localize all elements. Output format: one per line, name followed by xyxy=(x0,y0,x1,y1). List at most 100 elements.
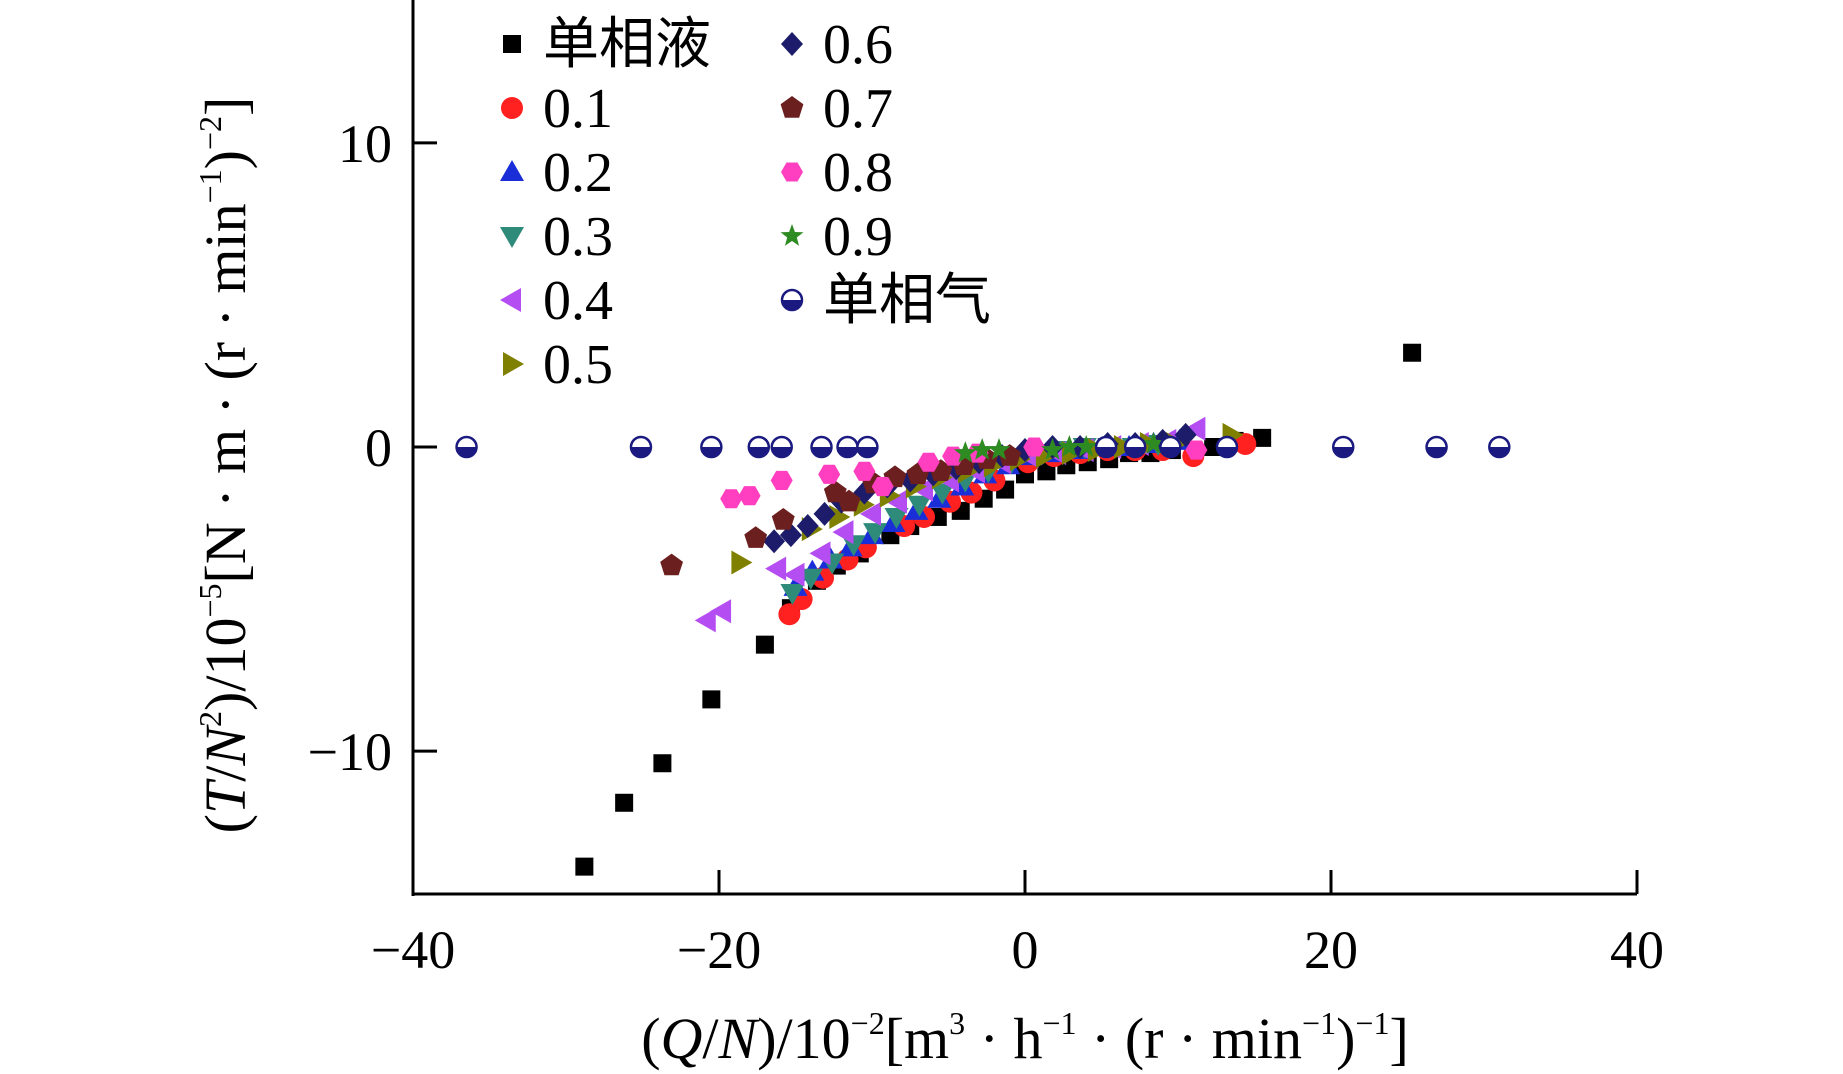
data-point xyxy=(832,520,854,545)
data-point xyxy=(860,501,881,526)
legend-label: 单相气 xyxy=(823,270,991,332)
legend-label: 0.8 xyxy=(823,142,893,204)
legend-marker xyxy=(503,35,521,53)
x-title-open: ( xyxy=(641,1006,660,1071)
y-tick-label: −10 xyxy=(308,722,392,782)
x-title-unit-e: ] xyxy=(1389,1006,1408,1071)
legend-label: 0.2 xyxy=(543,142,613,204)
data-point xyxy=(856,435,879,459)
data-point xyxy=(837,489,861,512)
legend-marker xyxy=(780,96,804,118)
y-title-unit-b: ) xyxy=(193,150,258,169)
data-point xyxy=(953,441,977,463)
y-title-scale-exp: −5 xyxy=(192,583,228,617)
x-title-unit-a: [m xyxy=(885,1006,949,1071)
data-point xyxy=(829,504,851,529)
data-point xyxy=(1488,435,1511,459)
data-point xyxy=(771,508,795,530)
legend-marker xyxy=(780,224,804,246)
x-axis-title: (Q/N)/10−2[m3 · h−1 · (r · min−1)−1] xyxy=(641,1005,1409,1071)
data-point xyxy=(1185,440,1208,460)
data-point xyxy=(1023,437,1046,457)
data-point xyxy=(853,461,876,481)
data-point xyxy=(884,507,909,529)
data-point xyxy=(660,553,683,576)
x-title-exp-c: −1 xyxy=(1302,1005,1336,1041)
data-point xyxy=(917,452,940,472)
data-point xyxy=(738,486,761,506)
x-tick-label: 0 xyxy=(1012,920,1039,980)
data-point xyxy=(720,489,743,509)
y-title-t: T xyxy=(193,778,258,814)
legend-label: 0.3 xyxy=(543,206,613,268)
data-point xyxy=(770,470,793,490)
x-title-slash: / xyxy=(702,1006,719,1071)
data-point xyxy=(783,562,805,587)
data-point xyxy=(778,603,801,626)
data-point xyxy=(1234,432,1257,455)
data-point xyxy=(710,599,732,624)
data-point xyxy=(1159,435,1182,459)
data-point xyxy=(930,483,955,505)
data-point xyxy=(765,556,787,581)
data-point xyxy=(907,495,932,517)
y-title-n: N xyxy=(193,724,258,767)
x-title-unit-c: · (r · min xyxy=(1077,1006,1303,1071)
x-title-exp-b: −1 xyxy=(1042,1005,1076,1041)
y-title-unit-a: [N · m · (r · min xyxy=(193,203,258,583)
data-point xyxy=(1215,435,1239,459)
x-ticks: −40 −20 0 20 40 xyxy=(371,870,1664,980)
data-point xyxy=(1123,435,1147,459)
x-title-exp-a: 3 xyxy=(949,1005,965,1041)
legend-marker xyxy=(500,288,521,312)
data-point xyxy=(744,526,768,548)
legend-marker xyxy=(501,97,523,119)
data-point xyxy=(780,583,805,605)
legend-marker xyxy=(500,160,524,181)
y-title-open: ( xyxy=(193,814,258,833)
data-point xyxy=(912,477,934,502)
data-point xyxy=(629,435,653,459)
y-title-exp-n: 2 xyxy=(192,711,228,727)
y-tick-label: 0 xyxy=(365,418,392,478)
legend-label: 0.1 xyxy=(543,78,613,140)
data-point xyxy=(987,438,1011,460)
data-point xyxy=(731,550,753,575)
legend-label: 单相液 xyxy=(543,14,711,76)
data-point xyxy=(455,435,478,459)
y-tick-label: 10 xyxy=(338,114,392,174)
legend-marker xyxy=(781,32,803,56)
legend-marker xyxy=(503,352,524,376)
data-point xyxy=(575,857,594,876)
data-point xyxy=(1184,416,1206,441)
data-point xyxy=(1037,462,1056,481)
data-point xyxy=(1058,435,1081,457)
data-point xyxy=(755,635,774,654)
data-point xyxy=(1403,343,1422,362)
y-title-scale: )/10 xyxy=(193,618,258,711)
data-point xyxy=(615,793,634,812)
legend-marker xyxy=(780,288,804,312)
data-point xyxy=(1253,428,1272,447)
data-point xyxy=(813,501,836,526)
x-title-n: N xyxy=(718,1006,761,1071)
data-point xyxy=(836,435,859,459)
data-point xyxy=(653,754,672,773)
x-title-unit-d: ) xyxy=(1336,1006,1355,1071)
data-point xyxy=(810,435,833,459)
data-point xyxy=(694,608,716,633)
data-point xyxy=(747,435,771,459)
y-ticks: −10 0 10 xyxy=(308,114,437,782)
legend-label: 0.9 xyxy=(823,206,893,268)
data-point xyxy=(818,464,841,484)
legend-marker xyxy=(781,162,803,182)
data-point xyxy=(1041,438,1064,460)
legend-marker xyxy=(500,227,524,248)
x-title-unit-b: · h xyxy=(965,1006,1042,1071)
data-point xyxy=(1142,432,1165,454)
data-point xyxy=(809,541,831,566)
data-point xyxy=(863,523,888,545)
y-axis-title: (T/N2)/10−5[N · m · (r · min−1)−2] xyxy=(192,97,258,834)
